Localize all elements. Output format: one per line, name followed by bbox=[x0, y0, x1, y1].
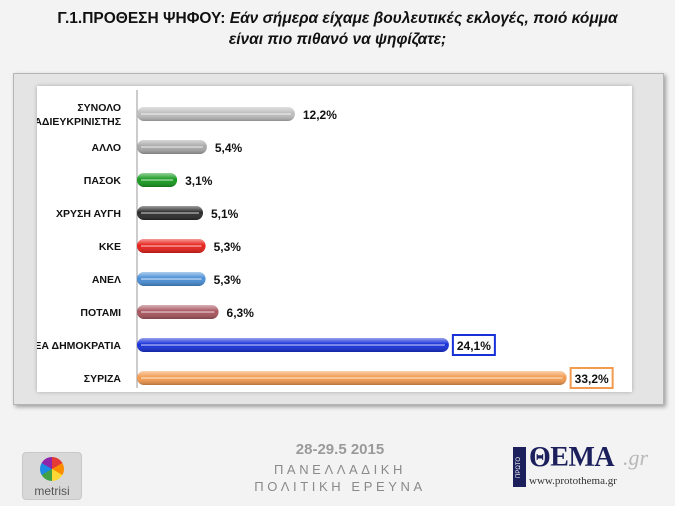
value-label: 33,2% bbox=[575, 372, 609, 386]
value-label-box bbox=[451, 334, 496, 356]
category-label: ΝΕΑ ΔΗΜΟΚΡΑΤΙΑ bbox=[37, 340, 121, 352]
title-question-line1: Εάν σήμερα είχαμε βουλευτικές εκλογές, π… bbox=[229, 10, 618, 27]
metrisi-logo-text: metrisi bbox=[34, 484, 70, 498]
category-label: ΑΛΛΟ bbox=[92, 142, 121, 154]
thema-url: www.protothema.gr bbox=[529, 475, 617, 487]
footer-line-1: ΠΑΝΕΛΛΑΔΙΚΗ bbox=[273, 462, 407, 477]
value-label: 5,4% bbox=[215, 141, 243, 155]
plot-area: ΣΥΝΟΛΟ ΑΔΙΕΥΚΡΙΝΙΣΤΗΣ 12,2% ΑΛΛΟ 5,4% ΠΑΣΟΚ 3,… bbox=[27, 86, 632, 392]
category-label: ΠΟΤΑΜΙ bbox=[80, 307, 121, 319]
value-label: 6,3% bbox=[227, 306, 255, 320]
category-label: ΚΚΕ bbox=[99, 241, 121, 253]
chart-title: Γ.1.ΠΡΟΘΕΣΗ ΨΗΦΟΥ: Εάν σήμερα είχαμε βου… bbox=[10, 8, 665, 50]
thema-badge: ΠΡΩΤΟ bbox=[513, 447, 526, 487]
value-label: 5,1% bbox=[211, 207, 239, 221]
value-label: 3,1% bbox=[185, 174, 213, 188]
category-label: ΣΥΝΟΛΟ bbox=[77, 102, 121, 114]
category-label: ΧΡΥΣΗ ΑΥΓΗ bbox=[56, 208, 121, 220]
value-label: 12,2% bbox=[303, 108, 337, 122]
survey-date: 28-29.5 2015 bbox=[295, 441, 385, 458]
chart-panel: ΣΥΝΟΛΟ ΑΔΙΕΥΚΡΙΝΙΣΤΗΣ 12,2% ΑΛΛΟ 5,4% ΠΑΣΟΚ 3,… bbox=[13, 73, 664, 405]
thema-gr: .gr bbox=[623, 445, 649, 470]
value-label: 24,1% bbox=[457, 339, 491, 353]
thema-wordmark: ΘΕΜΑ bbox=[529, 442, 615, 473]
category-label: ΣΥΡΙΖΑ bbox=[84, 373, 122, 385]
value-label: 5,3% bbox=[214, 240, 242, 254]
footer-line-2: ΠΟΛΙΤΙΚΗ ΕΡΕΥΝΑ bbox=[254, 479, 426, 494]
value-label: 5,3% bbox=[214, 273, 242, 287]
title-question-line2: είναι πιο πιθανό να ψηφίζατε; bbox=[228, 31, 447, 48]
metrisi-logo: metrisi bbox=[22, 452, 82, 500]
bar-chart: ΣΥΝΟΛΟ ΑΔΙΕΥΚΡΙΝΙΣΤΗΣ 12,2% ΑΛΛΟ 5,4% ΠΑΣΟΚ 3,… bbox=[27, 90, 614, 389]
category-label: ΑΔΙΕΥΚΡΙΝΙΣΤΗΣ bbox=[37, 116, 121, 128]
protothema-logo: ΠΡΩΤΟ ΘΕΜΑ .gr www.protothema.gr bbox=[513, 442, 663, 493]
category-label: ΠΑΣΟΚ bbox=[84, 175, 122, 187]
color-wheel-icon bbox=[40, 457, 64, 481]
category-label: ΑΝΕΛ bbox=[92, 274, 121, 286]
title-lead: Γ.1.ΠΡΟΘΕΣΗ ΨΗΦΟΥ: bbox=[57, 10, 226, 27]
value-label-box bbox=[569, 367, 614, 389]
